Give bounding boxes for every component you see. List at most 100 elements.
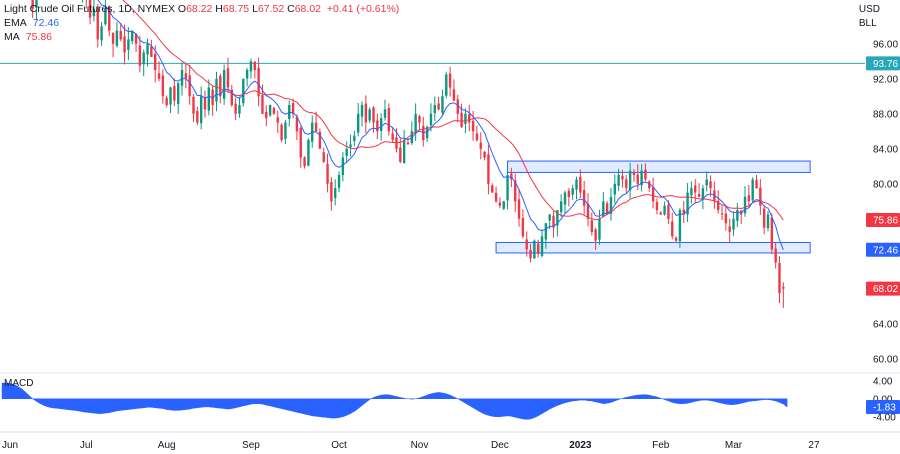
- candle-body: [334, 188, 337, 199]
- candle-body: [104, 8, 107, 25]
- candle: [437, 96, 440, 111]
- legend-header: Light Crude Oil Futures, 1D, NYMEX O68.2…: [4, 3, 399, 15]
- candle: [613, 174, 616, 204]
- price-label-box: [866, 213, 900, 228]
- candle-body: [349, 144, 352, 148]
- candle: [230, 84, 233, 107]
- candle: [498, 197, 502, 209]
- candle-body: [261, 95, 264, 114]
- candle: [617, 168, 620, 191]
- candle: [341, 152, 345, 182]
- candle: [460, 103, 463, 129]
- candle-body: [525, 239, 528, 250]
- candle: [632, 169, 636, 182]
- candle-body: [111, 33, 115, 44]
- candle: [468, 104, 471, 132]
- candle-body: [755, 179, 758, 189]
- candle-body: [586, 203, 590, 219]
- candle-body: [161, 75, 165, 97]
- candle-body: [697, 194, 701, 197]
- time-tick-label: Jun: [2, 440, 18, 451]
- candle: [782, 282, 785, 309]
- candle-body: [123, 36, 126, 53]
- candle: [242, 78, 245, 107]
- candle-body: [418, 116, 421, 123]
- candle-body: [514, 180, 517, 202]
- candle-body: [701, 188, 705, 200]
- candle: [625, 175, 628, 194]
- candle-body: [360, 105, 364, 117]
- low-label: L: [252, 3, 258, 15]
- candle-body: [694, 185, 697, 193]
- moving-average-lines: [97, 0, 784, 250]
- candle: [376, 113, 379, 140]
- high-label: H: [215, 3, 223, 15]
- candle: [418, 114, 421, 130]
- candle-body: [295, 116, 299, 132]
- open-value: 68.22: [186, 3, 213, 15]
- candle: [552, 211, 555, 238]
- candle: [483, 151, 486, 161]
- candle-body: [544, 223, 548, 240]
- pane-separators: [0, 372, 900, 433]
- candle-body: [491, 185, 494, 193]
- candle: [521, 209, 525, 239]
- candle-body: [157, 73, 161, 79]
- candle-body: [437, 103, 440, 110]
- candle: [774, 242, 777, 269]
- open-label: O: [177, 3, 187, 15]
- candle: [299, 126, 302, 168]
- low-value: 67.52: [257, 3, 285, 15]
- candle: [491, 183, 494, 193]
- candle: [203, 90, 207, 118]
- candle: [402, 129, 406, 164]
- candle: [131, 30, 134, 45]
- ma-legend[interactable]: MA 75.86: [4, 31, 52, 43]
- macd-tick-label: 0.00: [873, 394, 893, 405]
- candle-body: [475, 133, 479, 141]
- candle: [322, 147, 325, 163]
- candle-body: [636, 174, 639, 184]
- candle: [391, 126, 394, 143]
- candle: [766, 210, 770, 232]
- candle-body: [303, 157, 306, 167]
- candle: [104, 0, 107, 26]
- price-label-box: [866, 56, 900, 71]
- candle-body: [154, 54, 157, 71]
- candle-body: [245, 70, 249, 79]
- symbol-title[interactable]: Light Crude Oil Futures, 1D, NYMEX: [4, 3, 175, 15]
- candle: [640, 164, 643, 192]
- candle: [142, 49, 145, 77]
- candle: [525, 231, 528, 257]
- candle-body: [602, 201, 605, 217]
- candle: [383, 99, 387, 121]
- candle-body: [291, 103, 295, 114]
- candle-body: [192, 96, 195, 114]
- candle: [276, 110, 279, 133]
- candle-body: [674, 237, 678, 241]
- candle-body: [678, 210, 682, 242]
- candle: [628, 162, 632, 199]
- macd-pane: [1, 382, 788, 420]
- candle: [196, 106, 199, 126]
- macd-tick-label: -4.00: [873, 412, 896, 423]
- candle: [199, 86, 203, 130]
- candle-body: [563, 192, 567, 205]
- candle: [659, 210, 662, 216]
- candle: [655, 198, 659, 215]
- candle: [222, 64, 226, 105]
- candle: [743, 186, 747, 217]
- candle: [119, 22, 122, 42]
- price-tick-label: 96.00: [873, 39, 898, 50]
- candle: [621, 169, 624, 188]
- candle-body: [441, 96, 444, 113]
- ema-legend[interactable]: EMA 72.46: [4, 17, 59, 29]
- candle: [364, 95, 368, 134]
- macd-legend[interactable]: MACD: [4, 378, 33, 389]
- candle-body: [115, 30, 119, 46]
- candle-body: [368, 109, 371, 121]
- time-tick-label: Dec: [491, 440, 509, 451]
- price-label-box: [866, 242, 900, 257]
- ma-label: MA: [4, 31, 20, 43]
